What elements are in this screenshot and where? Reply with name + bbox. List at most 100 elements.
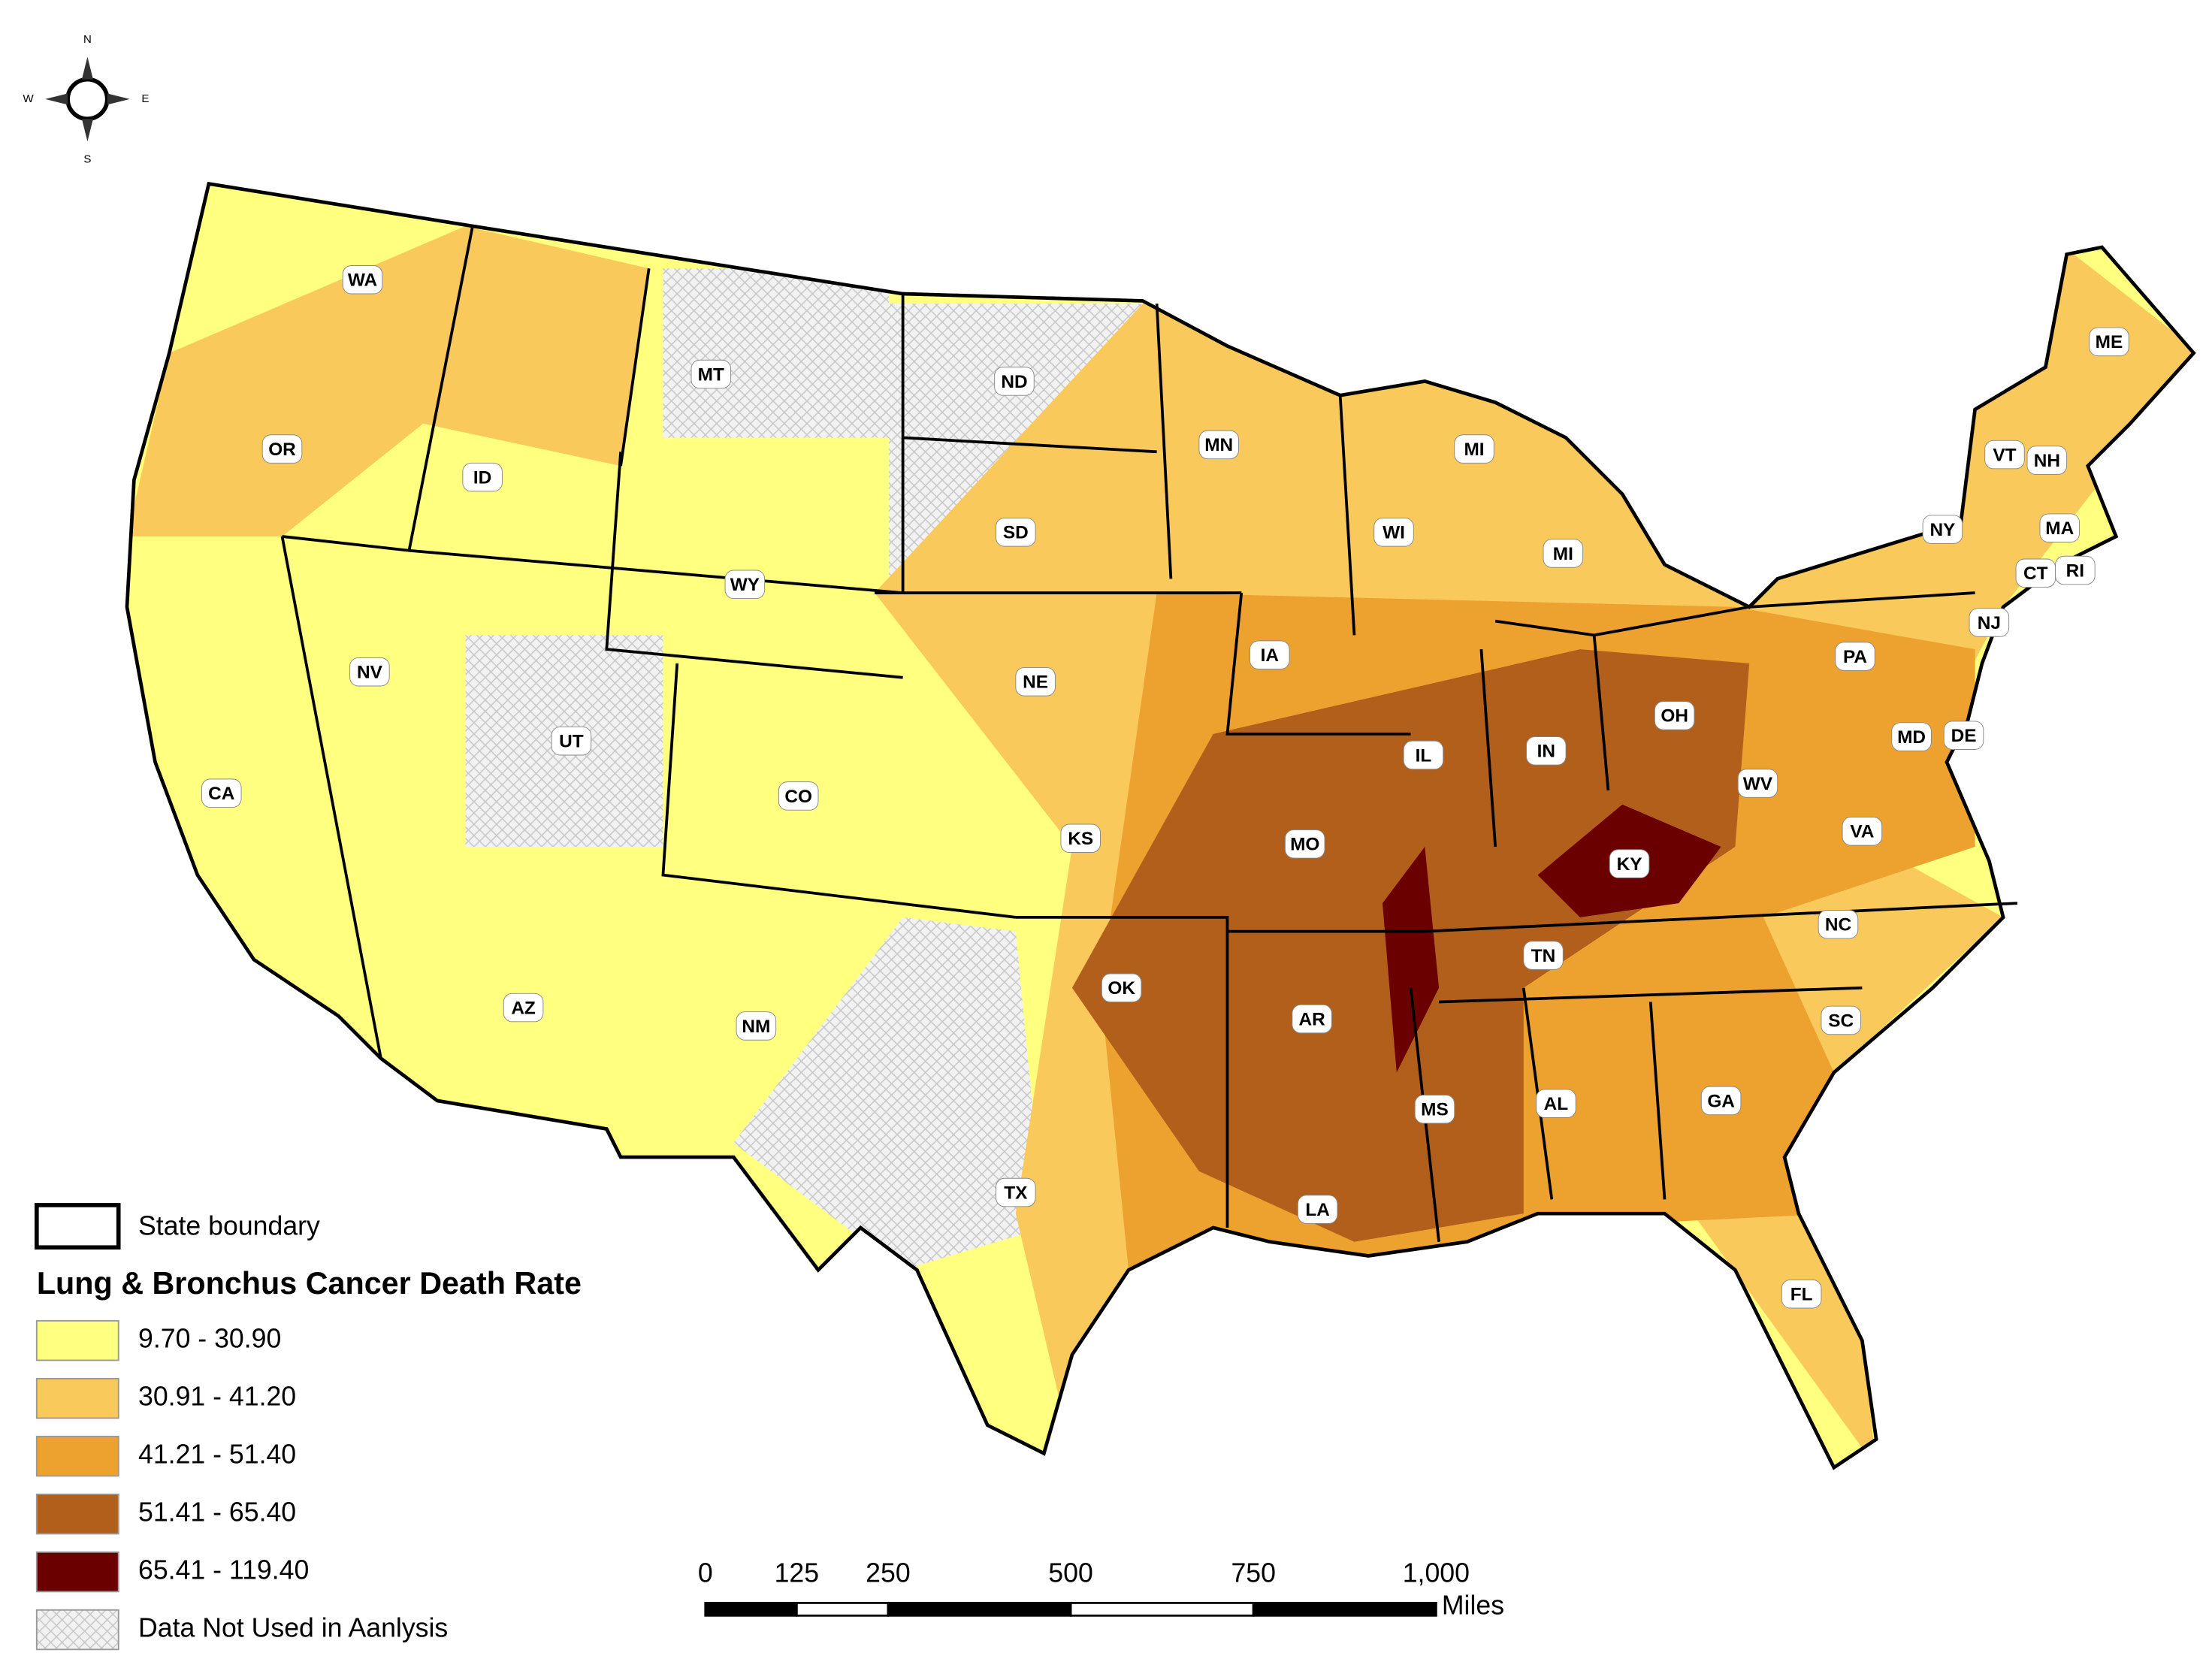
state-label: GA (1707, 1091, 1735, 1111)
state-label-box (1414, 1095, 1455, 1124)
state-label: NV (357, 663, 383, 683)
state-label-box (201, 778, 242, 808)
state-label: CO (784, 787, 812, 807)
state-label-box (1922, 515, 1963, 544)
legend-label: Data Not Used in Aanlysis (138, 1612, 448, 1642)
state-label-box (1526, 736, 1567, 766)
scale-segment (704, 1601, 798, 1617)
state-label-box (503, 993, 544, 1023)
state-label-box (1292, 1004, 1332, 1034)
state-label: CT (2023, 564, 2048, 584)
state-label: NY (1929, 520, 1955, 540)
state-label-box (778, 781, 819, 811)
state-label: ND (1001, 372, 1027, 392)
state-label: DE (1951, 726, 1977, 746)
state-labels: WA OR ID MT ND SD MN WI MI MI ME VT NH NY MA CT RI WY NV UT… (201, 264, 2129, 1309)
state-label-box (1781, 1279, 1822, 1309)
scale-segment (795, 1601, 890, 1617)
scale-segment (1069, 1601, 1255, 1617)
legend-swatch (35, 1377, 119, 1419)
state-label-box (994, 367, 1035, 396)
legend-swatch (35, 1493, 119, 1535)
state-label-box (1284, 829, 1325, 859)
state-label: RI (2066, 561, 2084, 581)
state-label-box (261, 434, 303, 464)
state-label: KY (1617, 854, 1642, 875)
state-label: AL (1544, 1094, 1569, 1114)
compass-s: S (83, 153, 91, 166)
state-label-box (1015, 667, 1056, 697)
scale-tick-label: 1,000 (1403, 1558, 1470, 1588)
no-data-area (663, 268, 889, 438)
state-label: MI (1553, 544, 1573, 564)
state-label: AR (1299, 1009, 1326, 1029)
state-label: WA (348, 270, 377, 291)
legend-label: 65.41 - 119.40 (138, 1555, 309, 1585)
state-label: WV (1743, 774, 1773, 794)
state-label: VA (1850, 822, 1874, 842)
state-label: UT (559, 732, 584, 752)
state-label-box (1984, 440, 2025, 470)
state-label: VT (1993, 445, 2016, 465)
compass-e: E (141, 92, 149, 105)
state-label: NE (1023, 672, 1048, 693)
legend-label: 9.70 - 30.90 (138, 1324, 281, 1354)
state-label: OH (1661, 706, 1688, 727)
state-label-box (2089, 327, 2129, 357)
state-label: MA (2045, 518, 2074, 539)
state-label: TX (1004, 1183, 1028, 1203)
state-label-box (690, 359, 732, 389)
state-label-box (2039, 513, 2080, 542)
state-label: OR (268, 440, 296, 460)
legend-swatch (35, 1435, 119, 1477)
state-label-box (349, 657, 390, 687)
state-label: MD (1897, 727, 1926, 748)
state-label-box (1835, 642, 1875, 671)
state-label-box (1454, 434, 1494, 464)
state-label: ME (2096, 332, 2123, 352)
state-label: AZ (511, 998, 536, 1018)
legend-swatch (35, 1609, 119, 1651)
state-label-box (996, 1177, 1036, 1207)
state-label: IA (1261, 645, 1279, 666)
legend-label: 41.21 - 51.40 (138, 1440, 296, 1470)
state-label: MN (1204, 435, 1233, 455)
legend-title: Lung & Bronchus Cancer Death Rate (37, 1266, 582, 1301)
state-label-box (1821, 1005, 1861, 1035)
state-label-box (1297, 1195, 1338, 1224)
state-label-box (1737, 769, 1778, 798)
legend-boundary: State boundary (138, 1210, 320, 1240)
scale-tick-label: 0 (698, 1558, 713, 1588)
state-label-box (1654, 701, 1695, 730)
state-label-box (724, 570, 766, 600)
no-data-area (733, 917, 1044, 1271)
state-label-box (2026, 446, 2068, 475)
scale-segment (887, 1601, 1072, 1617)
scale-segment (1252, 1601, 1437, 1617)
state-label-box (1198, 430, 1239, 460)
state-label: WY (730, 575, 760, 595)
state-label: NH (2034, 451, 2060, 471)
region (1382, 847, 1440, 1073)
state-label-box (342, 264, 383, 295)
state-label: FL (1790, 1285, 1813, 1305)
state-label-box (1536, 1089, 1576, 1118)
region (126, 225, 649, 536)
state-label-box (1101, 973, 1142, 1003)
state-label: TN (1531, 946, 1556, 966)
state-label-box (1969, 608, 2010, 637)
compass-n: N (83, 33, 92, 46)
state-label-box (1403, 740, 1444, 770)
state-label: MT (698, 364, 724, 385)
legend-label: 30.91 - 41.20 (138, 1382, 296, 1412)
state-label-box (1842, 817, 1883, 846)
scale-tick-label: 250 (866, 1558, 910, 1588)
scale-tick-label: 125 (775, 1558, 820, 1588)
legend-swatch (35, 1551, 119, 1593)
state-label: WI (1382, 523, 1405, 543)
state-label: OK (1108, 978, 1135, 999)
legend-swatch (35, 1319, 119, 1361)
state-label-box (2055, 555, 2096, 585)
